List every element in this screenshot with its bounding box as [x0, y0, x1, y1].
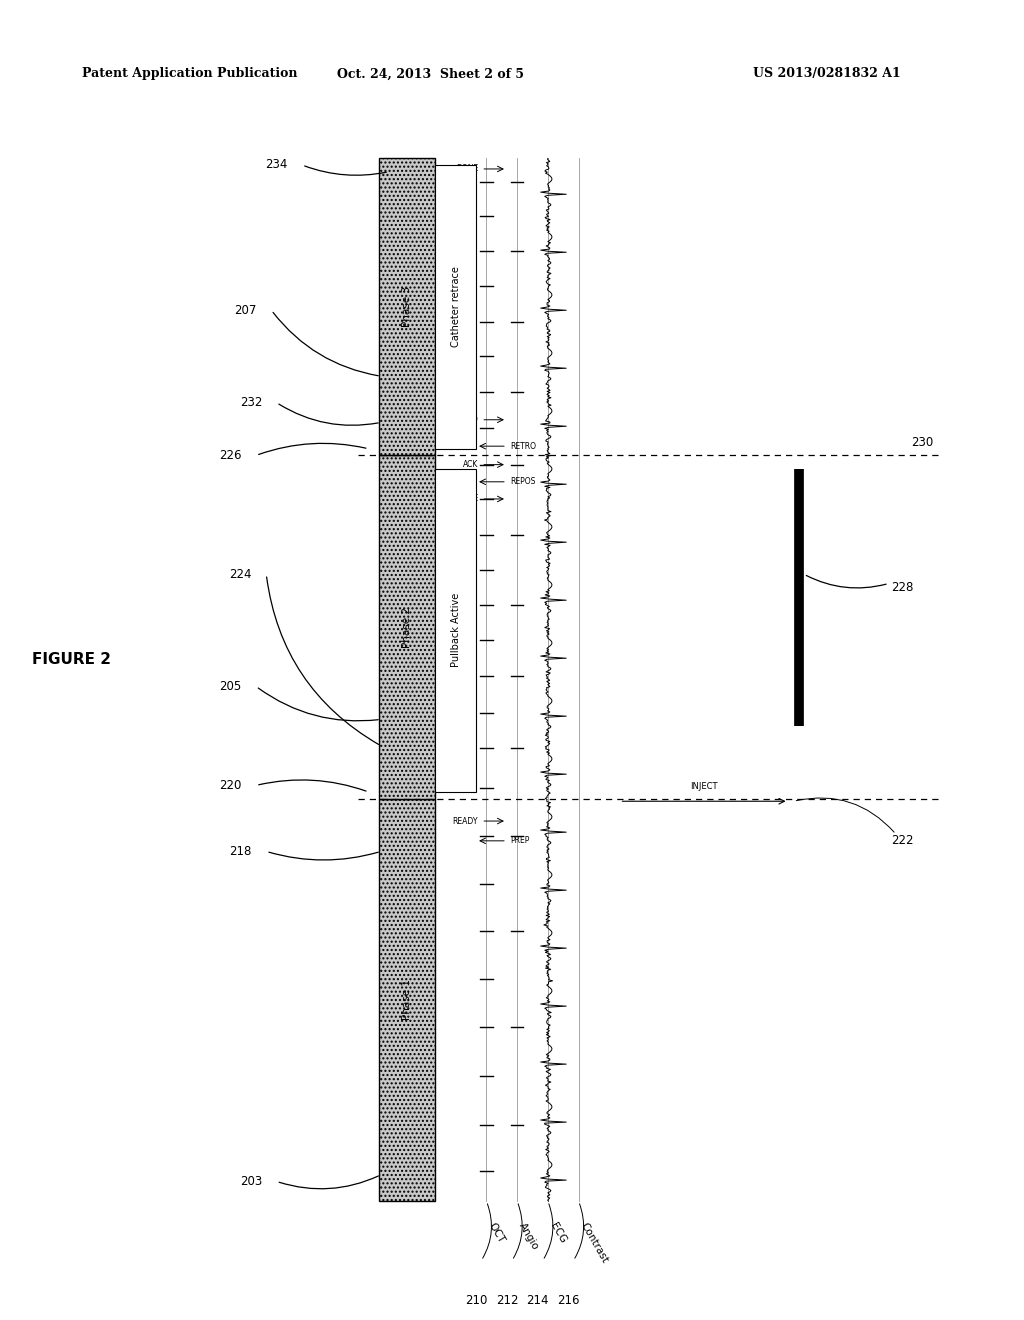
- Bar: [379, 158, 435, 455]
- Text: READY: READY: [453, 817, 478, 825]
- Text: Patent Application Publication: Patent Application Publication: [82, 67, 297, 81]
- Text: FIGURE 2: FIGURE 2: [32, 652, 112, 668]
- Text: Pullback Active: Pullback Active: [451, 593, 461, 668]
- Text: INJECT: INJECT: [690, 781, 718, 791]
- Text: Oct. 24, 2013  Sheet 2 of 5: Oct. 24, 2013 Sheet 2 of 5: [337, 67, 523, 81]
- Text: Angio: Angio: [517, 1221, 541, 1251]
- Text: 222: 222: [891, 834, 913, 847]
- Text: DONE: DONE: [456, 165, 478, 173]
- Text: Contrast: Contrast: [579, 1221, 609, 1265]
- Text: RETRO: RETRO: [510, 442, 536, 450]
- Text: 212: 212: [496, 1294, 518, 1307]
- Bar: [379, 455, 435, 799]
- Text: 220: 220: [219, 779, 242, 792]
- Text: ACK: ACK: [463, 461, 478, 469]
- Text: DONE: DONE: [456, 495, 478, 503]
- Text: 205: 205: [219, 680, 242, 693]
- Text: 230: 230: [911, 436, 934, 449]
- Text: 207: 207: [234, 304, 257, 317]
- Bar: [435, 165, 476, 449]
- Text: 228: 228: [891, 581, 913, 594]
- Text: REPOS: REPOS: [510, 478, 536, 486]
- Text: Catheter retrace: Catheter retrace: [451, 267, 461, 347]
- Text: Phase 2: Phase 2: [402, 606, 412, 648]
- Text: 224: 224: [229, 568, 252, 581]
- Text: 232: 232: [240, 396, 262, 409]
- Text: 203: 203: [240, 1175, 262, 1188]
- Text: 226: 226: [219, 449, 242, 462]
- Text: ECG: ECG: [548, 1221, 567, 1245]
- Text: US 2013/0281832 A1: US 2013/0281832 A1: [754, 67, 901, 81]
- Text: Phase 1: Phase 1: [402, 979, 412, 1020]
- Text: 218: 218: [229, 845, 252, 858]
- Text: PREP: PREP: [510, 837, 529, 845]
- Text: 210: 210: [465, 1294, 487, 1307]
- Text: 214: 214: [526, 1294, 549, 1307]
- Text: OCT: OCT: [486, 1221, 506, 1245]
- Text: Phase 3: Phase 3: [402, 286, 412, 327]
- Text: 216: 216: [557, 1294, 580, 1307]
- Bar: [435, 469, 476, 792]
- Text: GO: GO: [467, 416, 478, 424]
- Bar: [379, 799, 435, 1201]
- Text: 234: 234: [265, 158, 288, 172]
